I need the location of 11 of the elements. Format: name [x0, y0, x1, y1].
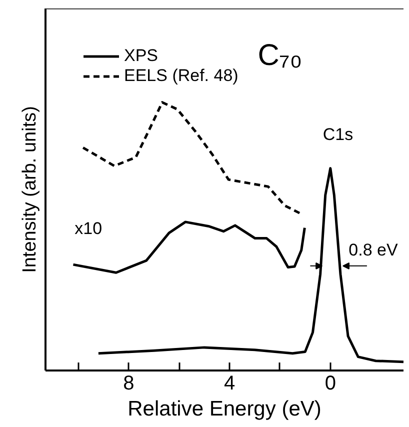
annotation: C1s — [322, 125, 354, 144]
y-axis-title: Intensity (arb. units) — [20, 106, 40, 273]
x-tick-label: 8 — [123, 372, 134, 394]
annotation: x10 — [74, 218, 102, 238]
chart-title: C₇₀ — [258, 39, 302, 72]
annotation: 0.8 eV — [348, 240, 398, 260]
x-tick-label: 4 — [224, 372, 236, 394]
x-tick-label: 0 — [324, 372, 336, 394]
legend-label: XPS — [124, 46, 158, 66]
x-axis-title: Relative Energy (eV) — [128, 398, 322, 420]
legend-label: EELS (Ref. 48) — [124, 66, 238, 86]
